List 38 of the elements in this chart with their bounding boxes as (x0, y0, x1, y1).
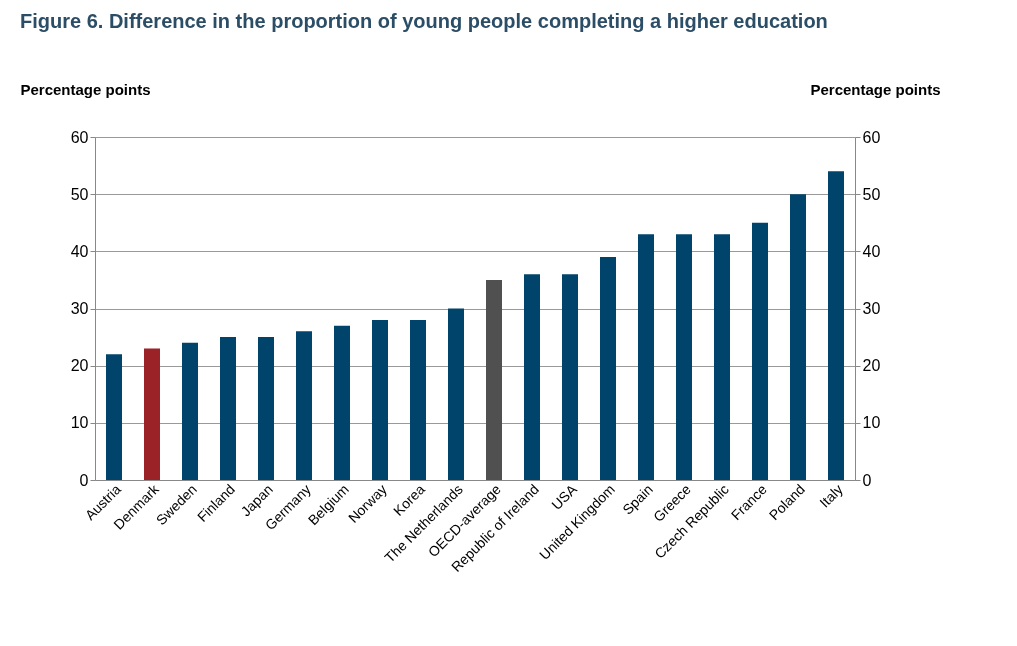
y-tick-label: 60 (70, 128, 89, 146)
bar (752, 222, 768, 480)
y2-tick-label: 60 (862, 128, 881, 146)
bar (562, 274, 578, 480)
y-tick-label: 0 (79, 471, 89, 489)
bar (828, 171, 844, 480)
bar (220, 337, 236, 480)
bar (448, 308, 464, 480)
x-tick-label: Italy (816, 481, 846, 511)
bar (296, 331, 312, 480)
bar (144, 348, 160, 480)
chart-title: Figure 6. Difference in the proportion of young people completing a higher education (20, 10, 828, 32)
bar (410, 319, 426, 480)
bar (258, 337, 274, 480)
y-tick-label: 20 (70, 357, 89, 375)
y2-tick-label: 0 (862, 471, 872, 489)
y-tick-label: 50 (70, 185, 89, 203)
bar (600, 257, 616, 480)
bar (638, 234, 654, 480)
y2-tick-label: 40 (862, 242, 881, 260)
bar (790, 194, 806, 480)
y2-axis-title: Percentage points (810, 80, 941, 98)
y2-tick-label: 30 (862, 300, 881, 317)
bar (334, 325, 350, 480)
bar (106, 354, 122, 480)
y-tick-label: 30 (70, 300, 89, 317)
y-tick-label: 40 (70, 242, 89, 260)
y2-tick-label: 50 (862, 185, 881, 203)
y-axis-title: Percentage points (20, 80, 151, 98)
bar (486, 279, 502, 480)
bar (372, 319, 388, 480)
y2-tick-label: 10 (862, 414, 881, 432)
bar (524, 274, 540, 480)
bar (182, 342, 198, 480)
bar (714, 234, 730, 480)
y-tick-label: 10 (70, 414, 89, 432)
bar (676, 234, 692, 480)
y2-tick-label: 20 (862, 357, 881, 375)
